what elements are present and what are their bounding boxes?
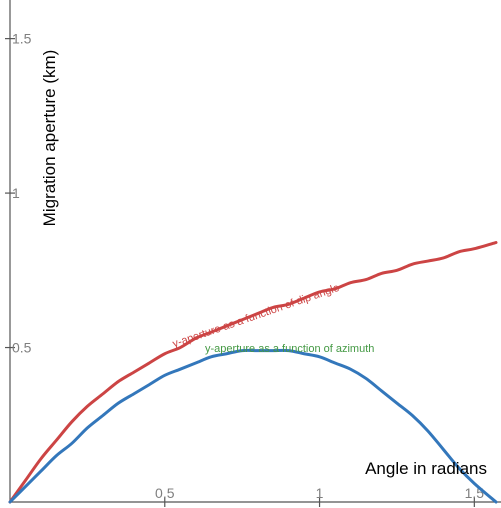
y-axis-title: Migration aperture (km) <box>40 50 59 227</box>
x-axis-title: Angle in radians <box>365 459 487 478</box>
x-tick-label: 1 <box>316 485 324 501</box>
y-tick-label: 1 <box>12 185 20 201</box>
x-ticks: 0.5 1 1.5 <box>155 485 484 507</box>
annotation-group: y-aperture as a function of dip angley-a… <box>171 282 374 355</box>
series-line-2 <box>10 350 496 502</box>
annotation-label-2: y-aperture as a function of azimuth <box>205 343 374 355</box>
x-tick-label: 0.5 <box>155 485 175 501</box>
axes <box>10 0 501 502</box>
y-ticks: 0.5 1 1.5 <box>5 31 32 356</box>
x-tick-label: 1.5 <box>465 485 485 501</box>
y-tick-label: 0.5 <box>12 340 32 356</box>
y-tick-label: 1.5 <box>12 31 32 47</box>
annotation-label-1: y-aperture as a function of dip angle <box>171 282 341 350</box>
